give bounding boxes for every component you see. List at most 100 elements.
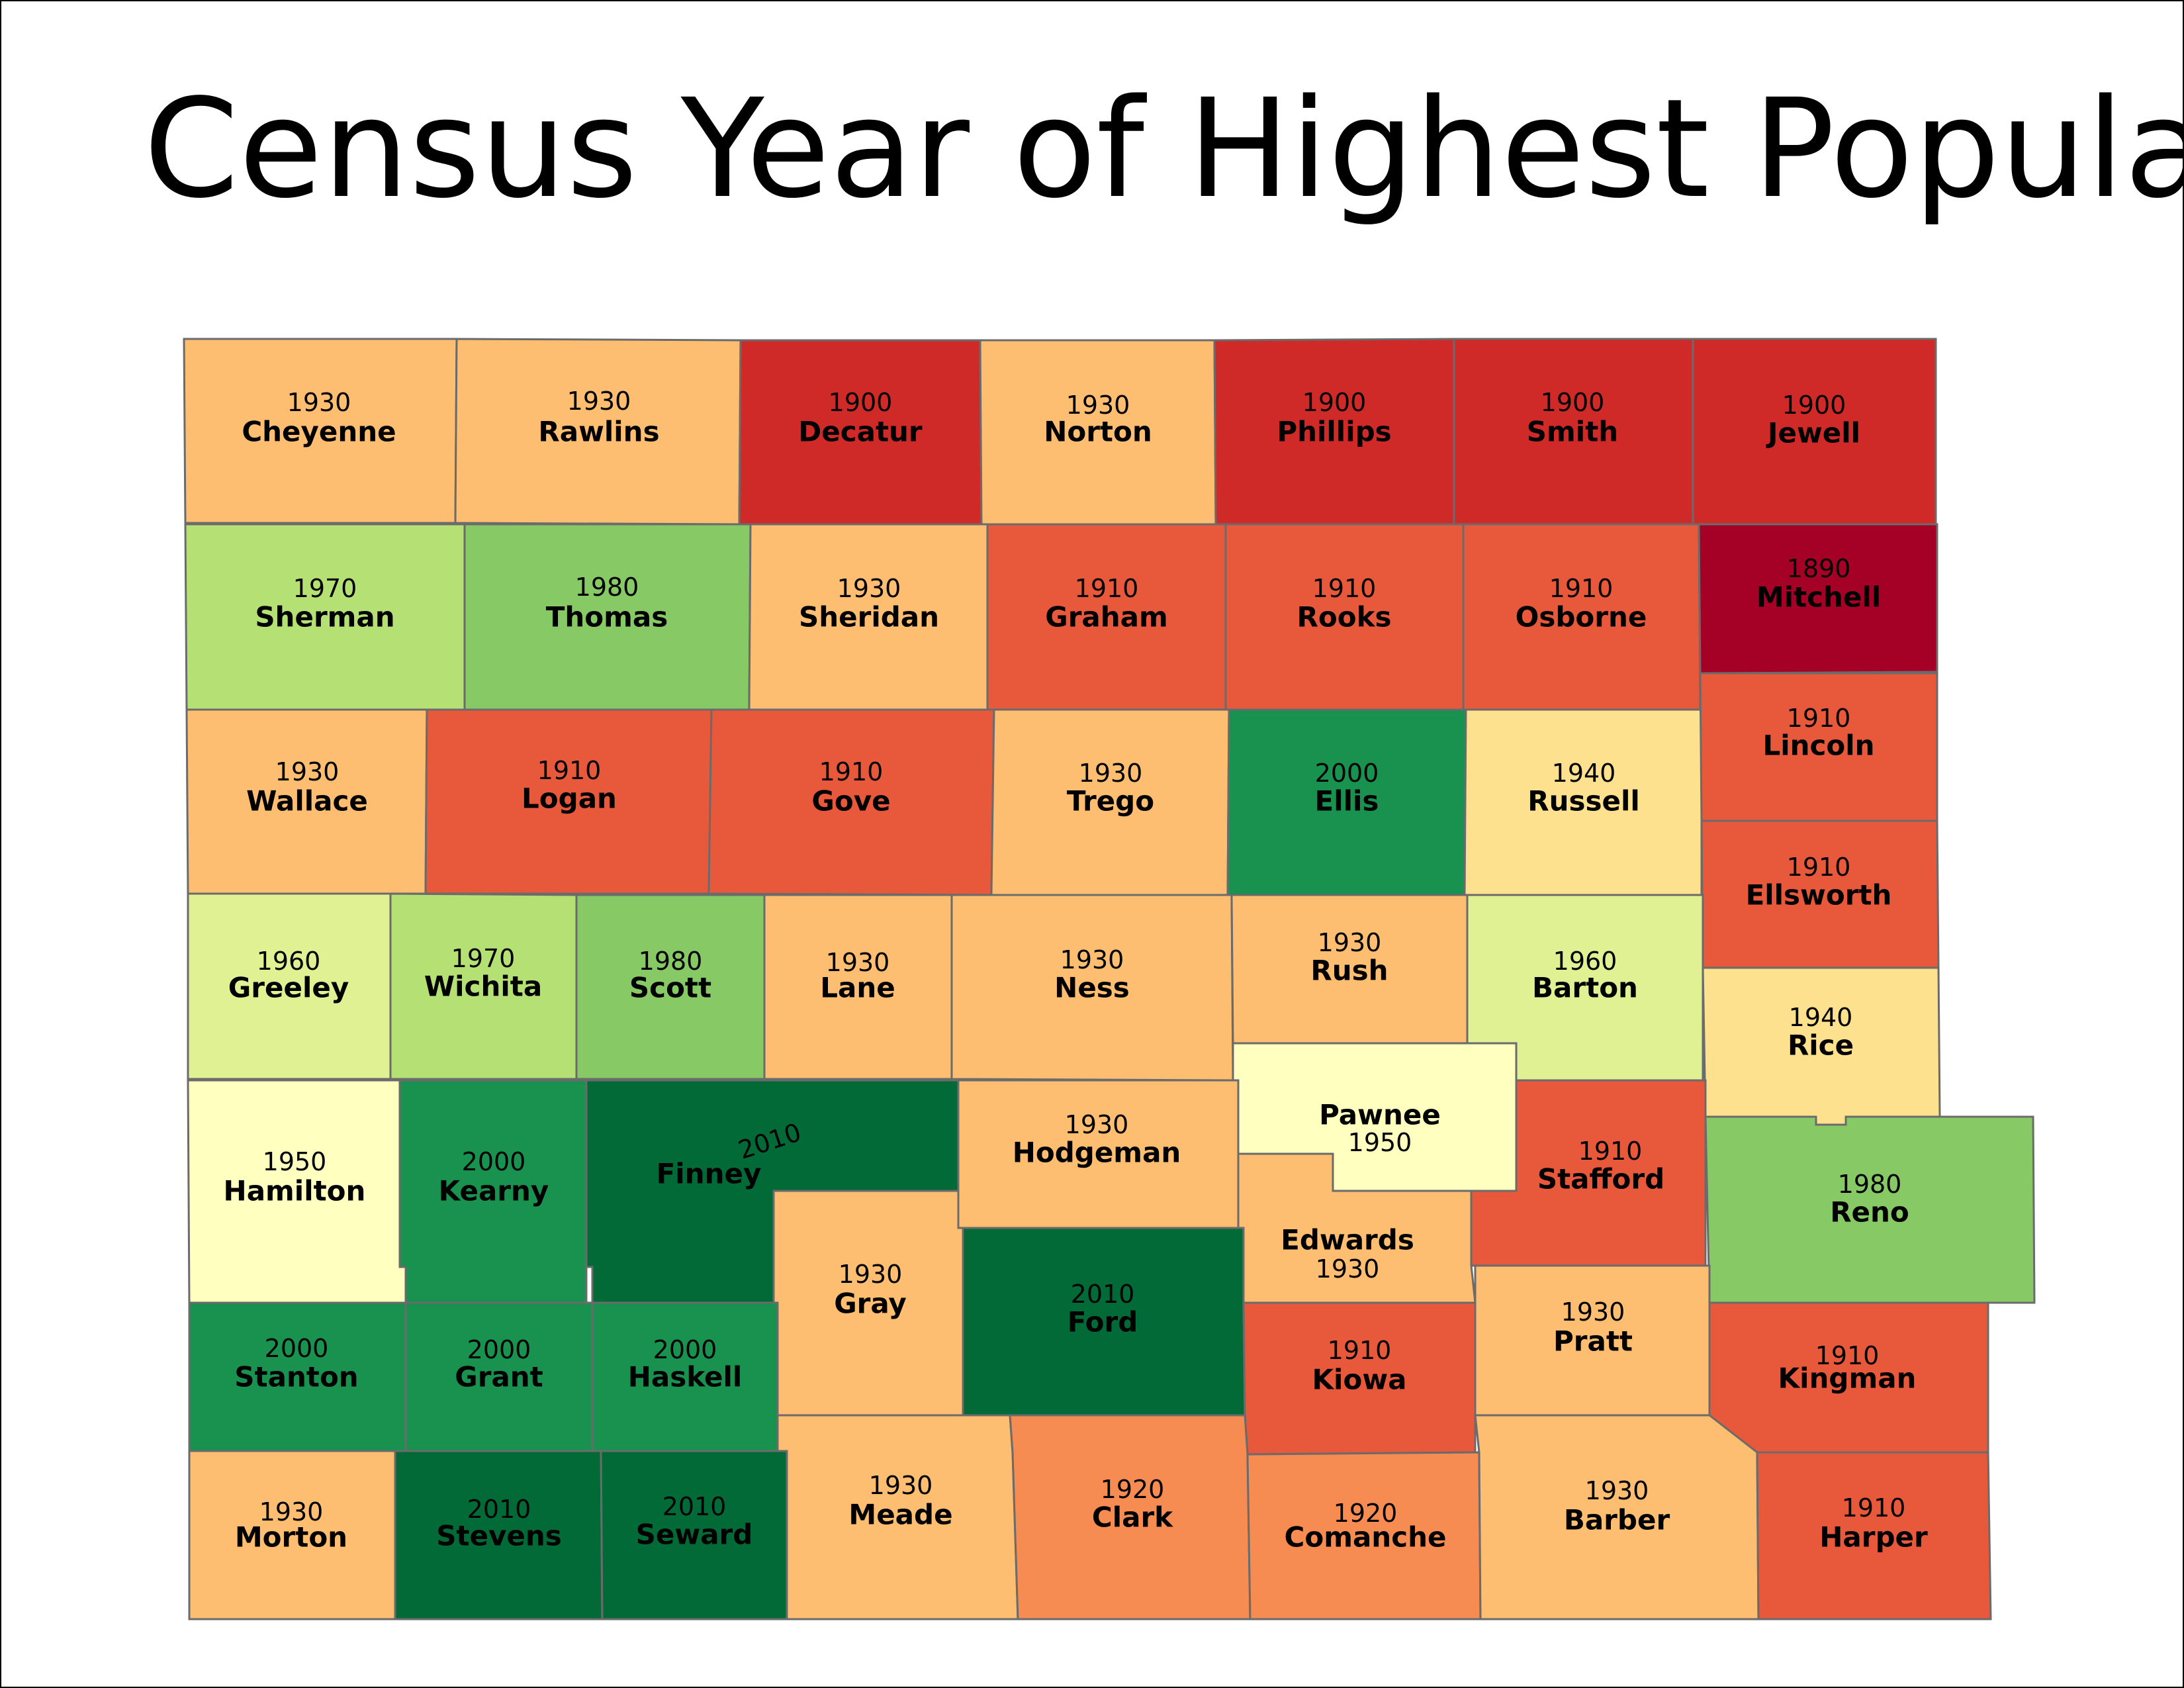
county-year-meade: 1930: [869, 1471, 933, 1500]
county-name-hodgeman: Hodgeman: [1013, 1137, 1181, 1169]
county-name-barton: Barton: [1532, 972, 1638, 1004]
county-year-wallace: 1930: [275, 757, 340, 786]
county-name-stafford: Stafford: [1537, 1163, 1664, 1196]
county-year-wichita: 1970: [451, 944, 516, 973]
county-year-reno: 1980: [1838, 1170, 1902, 1199]
county-name-comanche: Comanche: [1285, 1521, 1447, 1554]
county-year-gove: 1910: [819, 757, 884, 786]
county-name-stevens: Stevens: [436, 1520, 562, 1552]
county-year-decatur: 1900: [829, 388, 893, 417]
county-year-seward: 2010: [662, 1492, 727, 1521]
county-name-osborne: Osborne: [1516, 601, 1647, 633]
county-name-norton: Norton: [1044, 416, 1152, 448]
county-name-lane: Lane: [820, 972, 895, 1004]
county-year-ness: 1930: [1060, 945, 1124, 974]
county-name-rooks: Rooks: [1297, 601, 1392, 633]
county-year-comanche: 1920: [1334, 1499, 1398, 1528]
county-year-rush: 1930: [1318, 928, 1382, 957]
county-name-gray: Gray: [834, 1288, 907, 1320]
county-name-kingman: Kingman: [1778, 1362, 1917, 1395]
county-year-norton: 1930: [1066, 391, 1130, 420]
county-year-ellsworth: 1910: [1787, 853, 1851, 882]
county-name-wallace: Wallace: [246, 785, 368, 818]
county-year-jewell: 1900: [1782, 391, 1846, 420]
county-name-cheyenne: Cheyenne: [242, 416, 396, 448]
county-name-ellsworth: Ellsworth: [1746, 879, 1892, 912]
county-name-meade: Meade: [848, 1499, 952, 1531]
county-year-haskell: 2000: [653, 1335, 717, 1364]
county-name-thomas: Thomas: [546, 601, 668, 633]
county-year-sherman: 1970: [293, 574, 357, 603]
county-name-kearny: Kearny: [439, 1175, 549, 1207]
county-year-edwards: 1930: [1316, 1254, 1380, 1284]
county-year-clark: 1920: [1101, 1475, 1165, 1504]
county-year-russell: 1940: [1552, 759, 1616, 788]
county-year-stevens: 2010: [467, 1495, 531, 1524]
county-year-rooks: 1910: [1312, 574, 1377, 603]
county-name-graham: Graham: [1045, 601, 1168, 633]
county-year-mitchell: 1890: [1787, 554, 1851, 583]
county-year-hodgeman: 1930: [1065, 1110, 1129, 1139]
county-name-barber: Barber: [1564, 1504, 1670, 1536]
county-year-hamilton: 1950: [263, 1147, 327, 1176]
county-year-pawnee: 1950: [1348, 1128, 1412, 1157]
county-name-seward: Seward: [636, 1519, 753, 1551]
county-year-scott: 1980: [639, 947, 703, 976]
county-year-rawlins: 1930: [567, 387, 631, 416]
county-year-ellis: 2000: [1315, 759, 1379, 788]
county-year-sheridan: 1930: [837, 574, 901, 603]
county-year-thomas: 1980: [575, 573, 639, 602]
county-name-logan: Logan: [522, 782, 617, 815]
county-name-finney: Finney: [657, 1158, 762, 1190]
county-name-stanton: Stanton: [234, 1361, 358, 1393]
county-name-sheridan: Sheridan: [799, 601, 939, 633]
county-name-kiowa: Kiowa: [1312, 1364, 1407, 1396]
county-year-graham: 1910: [1075, 574, 1139, 603]
county-year-barton: 1960: [1553, 947, 1617, 976]
county-name-smith: Smith: [1527, 416, 1618, 448]
county-year-lane: 1930: [826, 948, 890, 977]
county-name-morton: Morton: [235, 1521, 347, 1554]
county-name-haskell: Haskell: [628, 1361, 743, 1393]
map-title: Census Year of Highest Population: [144, 70, 2183, 228]
county-name-greeley: Greeley: [228, 972, 349, 1004]
county-year-osborne: 1910: [1549, 574, 1614, 603]
county-name-clark: Clark: [1092, 1501, 1173, 1534]
county-year-pratt: 1930: [1561, 1297, 1625, 1327]
county-year-kiowa: 1910: [1328, 1336, 1392, 1365]
county-year-logan: 1910: [537, 756, 602, 785]
county-year-smith: 1900: [1541, 388, 1605, 417]
county-year-phillips: 1900: [1302, 388, 1367, 417]
